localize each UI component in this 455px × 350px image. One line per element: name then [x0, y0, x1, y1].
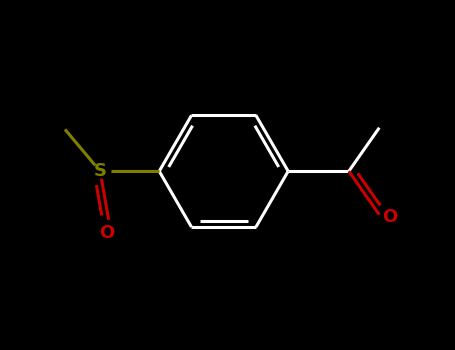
Text: S: S: [94, 162, 106, 180]
Text: O: O: [382, 208, 398, 226]
Text: O: O: [99, 224, 114, 241]
